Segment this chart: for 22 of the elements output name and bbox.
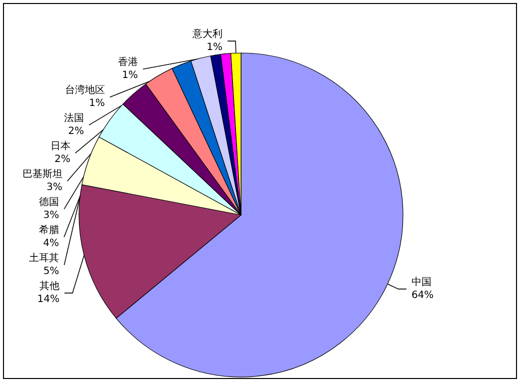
slice-label: 台湾地区 bbox=[64, 84, 105, 96]
data-label: 3% bbox=[43, 210, 60, 222]
slice-label: 巴基斯坦 bbox=[22, 168, 62, 180]
slice-label: 其他 bbox=[39, 280, 60, 292]
data-label: 64% bbox=[411, 290, 434, 302]
slice-label: 日本 bbox=[50, 140, 70, 152]
data-label: 2% bbox=[54, 154, 70, 166]
data-label: 1% bbox=[89, 98, 105, 110]
data-label: 4% bbox=[43, 238, 60, 250]
slice-label: 希腊 bbox=[39, 224, 60, 236]
slice-label: 法国 bbox=[64, 112, 84, 124]
slice-label: 土耳其 bbox=[29, 252, 60, 264]
slice-label: 德国 bbox=[39, 197, 60, 208]
data-label: 1% bbox=[122, 70, 138, 82]
slice-label: 中国 bbox=[411, 276, 432, 288]
data-label: 14% bbox=[37, 294, 60, 306]
data-label: 5% bbox=[43, 266, 60, 278]
slice-label: 意大利 bbox=[192, 28, 223, 40]
data-label: 2% bbox=[68, 126, 84, 138]
slice-label: 香港 bbox=[118, 56, 138, 68]
data-label: 3% bbox=[46, 182, 62, 194]
data-label: 1% bbox=[206, 42, 223, 54]
